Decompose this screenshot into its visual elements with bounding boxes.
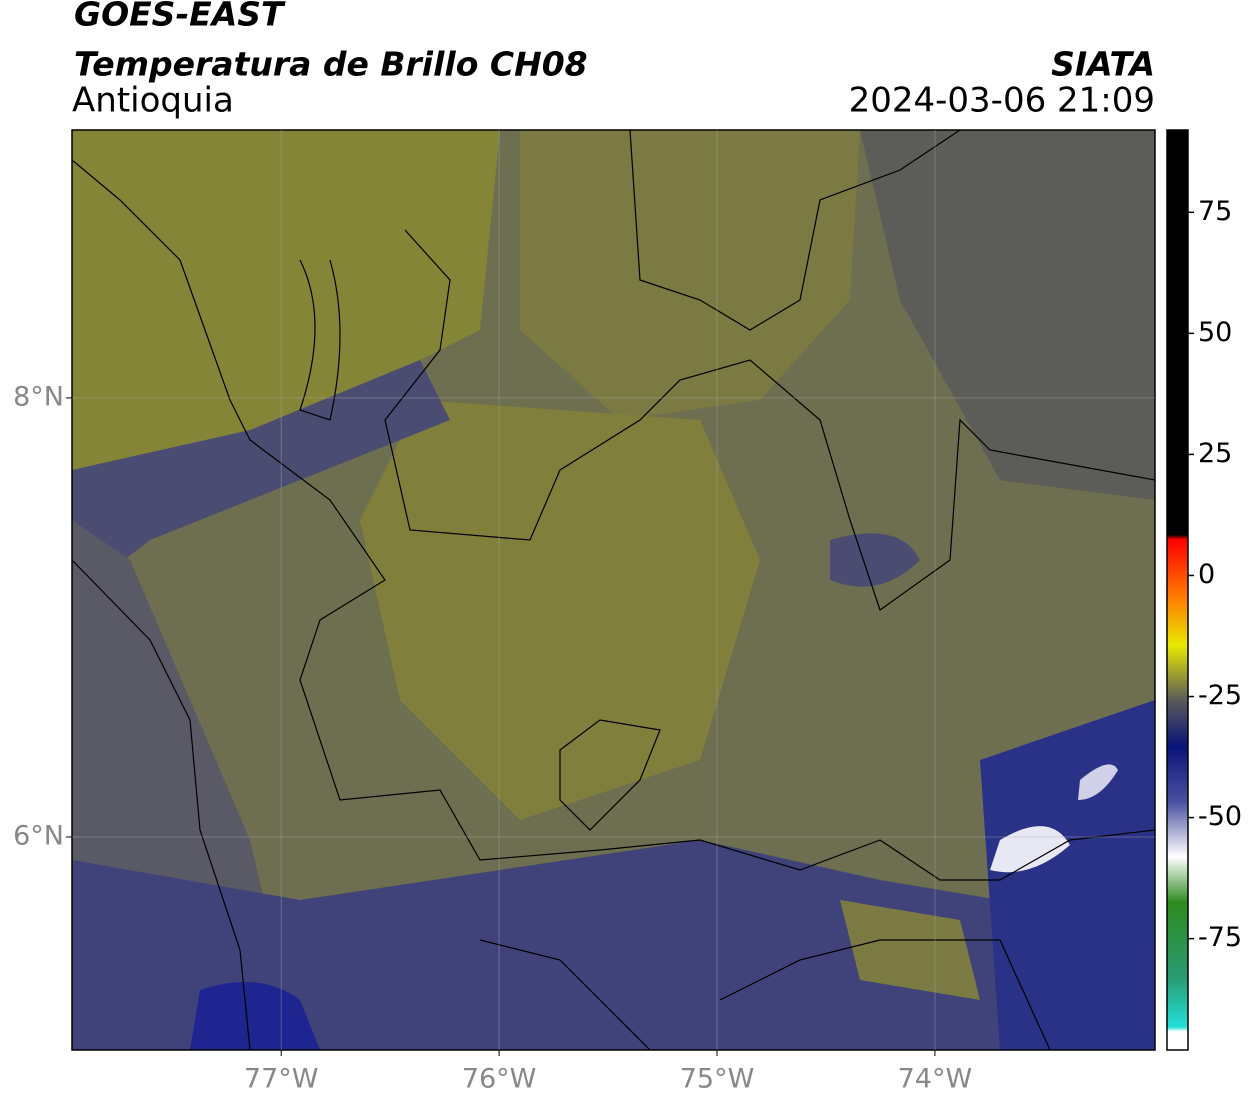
x-tick-label: 77°W bbox=[244, 1064, 319, 1095]
y-tick-label: 8°N bbox=[13, 381, 64, 412]
x-tick-label: 75°W bbox=[680, 1064, 755, 1095]
y-tick-label: 6°N bbox=[13, 821, 64, 852]
x-tick-label: 76°W bbox=[462, 1064, 537, 1095]
colorbar-tick-label: 0 bbox=[1198, 559, 1215, 590]
x-tick-label: 74°W bbox=[898, 1064, 973, 1095]
source: SIATA bbox=[1051, 45, 1155, 84]
title: GOES-EAST bbox=[74, 0, 286, 34]
colorbar-tick-label: 75 bbox=[1198, 196, 1232, 227]
region: Antioquia bbox=[72, 81, 234, 121]
colorbar-tick-label: -50 bbox=[1198, 801, 1242, 832]
datetime: 2024-03-06 21:09 bbox=[849, 81, 1155, 121]
colorbar-tick-label: 50 bbox=[1198, 317, 1232, 348]
colorbar-tick-label: -25 bbox=[1198, 680, 1242, 711]
map-image bbox=[72, 130, 1155, 1050]
colorbar bbox=[1166, 129, 1189, 1051]
colorbar-tick-label: 25 bbox=[1198, 438, 1232, 469]
subtitle: Temperatura de Brillo CH08 bbox=[74, 45, 588, 84]
map-frame bbox=[71, 129, 1156, 1051]
colorbar-tick-label: -75 bbox=[1198, 922, 1242, 953]
